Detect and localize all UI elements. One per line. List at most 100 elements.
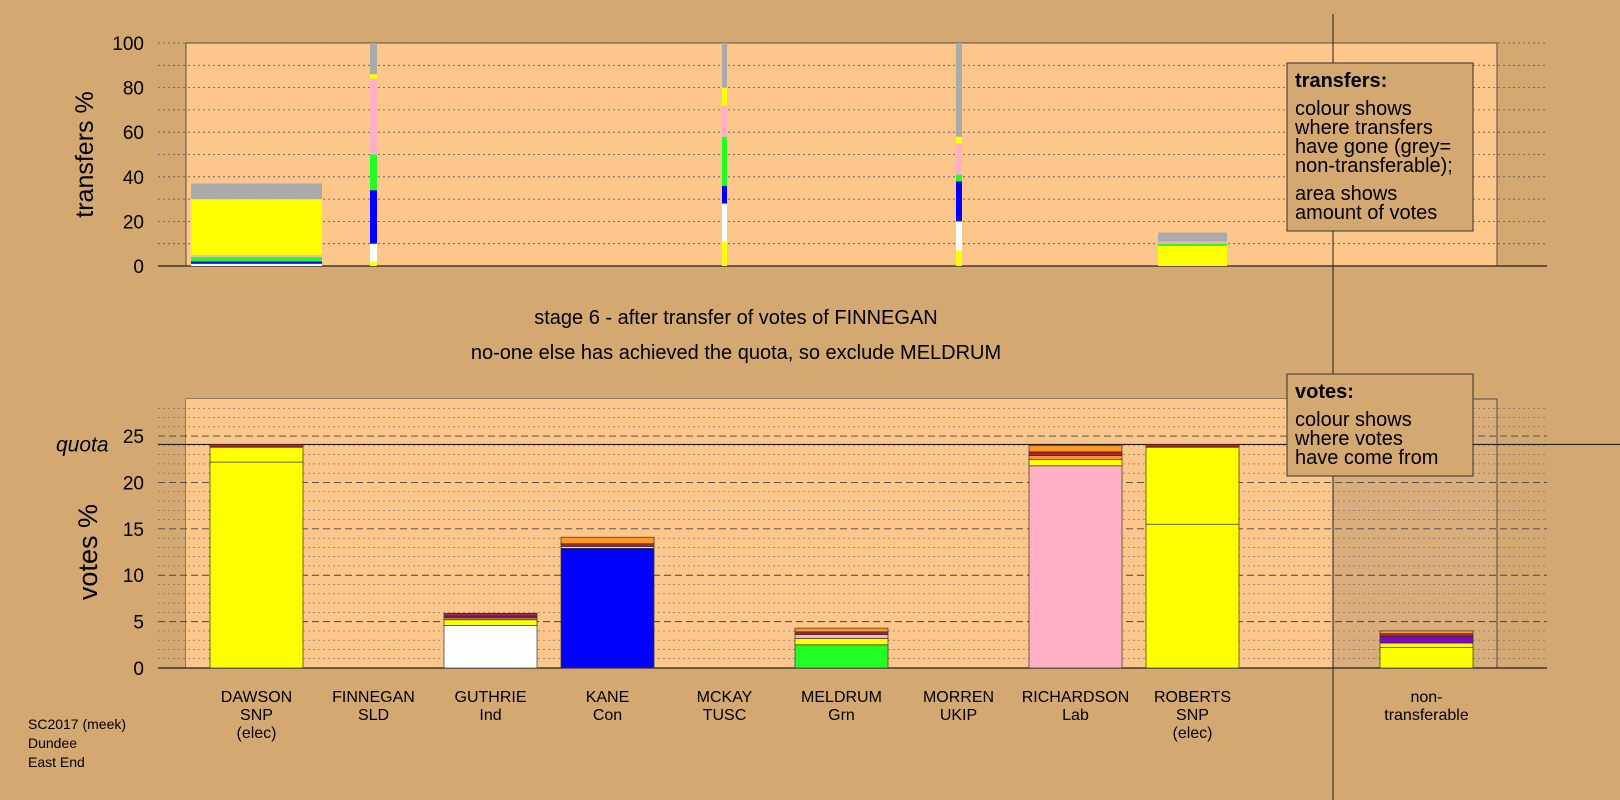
transfers-legend-box-line: area shows xyxy=(1295,183,1397,205)
category-name-label: ROBERTS xyxy=(1154,689,1231,706)
vote-segment-non-transferable xyxy=(1379,633,1474,637)
transfer-segment-morren xyxy=(956,221,962,251)
vote-segment-non-transferable xyxy=(1379,636,1474,644)
category-name-label: FINNEGAN xyxy=(332,689,415,706)
transfers-y-axis-label: transfers % xyxy=(71,91,99,217)
transfer-segment-finnegan xyxy=(370,43,377,75)
transfer-segment-mckay xyxy=(722,87,727,106)
stage-heading: stage 6 - after transfer of votes of FIN… xyxy=(534,307,938,329)
transfer-segment-morren xyxy=(956,250,962,266)
votes-legend-box-line: have come from xyxy=(1295,447,1438,469)
votes-legend-box-title: votes: xyxy=(1295,381,1354,403)
vote-segment-meldrum xyxy=(794,637,889,646)
transfer-segment-finnegan xyxy=(370,261,377,266)
vote-segment-roberts xyxy=(1145,446,1240,525)
transfer-segment-morren xyxy=(956,181,962,222)
vote-segment-kane xyxy=(560,547,655,669)
footer-line-3: East End xyxy=(28,754,85,770)
category-note-label: (elec) xyxy=(236,725,276,742)
category-name-label: DAWSON xyxy=(221,689,292,706)
vote-segment-dawson xyxy=(209,446,304,463)
transfers-y-tick: 0 xyxy=(133,257,144,278)
transfer-segment-morren xyxy=(956,43,962,137)
transfers-y-tick: 100 xyxy=(112,34,144,55)
vote-segment-meldrum xyxy=(794,634,889,639)
votes-y-tick: 15 xyxy=(123,520,144,541)
exclude-heading: no-one else has achieved the quota, so e… xyxy=(471,342,1001,364)
vote-segment-richardson xyxy=(1028,451,1123,456)
transfers-y-tick: 20 xyxy=(123,212,144,233)
transfer-segment-dawson xyxy=(191,183,322,200)
transfer-segment-finnegan xyxy=(370,190,377,244)
transfers-legend-box-line: colour shows xyxy=(1295,98,1412,120)
votes-y-tick: 10 xyxy=(123,566,144,587)
votes-y-tick: 0 xyxy=(133,659,144,680)
transfer-segment-finnegan xyxy=(370,74,377,79)
votes-y-tick: 20 xyxy=(123,473,144,494)
category-party-label: SNP xyxy=(1176,707,1209,724)
vote-segment-meldrum xyxy=(794,644,889,669)
footer-line-2: Dundee xyxy=(28,735,77,751)
transfer-segment-roberts xyxy=(1158,232,1227,242)
category-name-label: MCKAY xyxy=(697,689,753,706)
transfer-segment-roberts xyxy=(1158,241,1227,244)
vote-segment-meldrum xyxy=(794,631,889,635)
votes-legend-box-line: colour shows xyxy=(1295,409,1412,431)
votes-legend-box-line: where votes xyxy=(1294,428,1403,450)
transfer-segment-mckay xyxy=(722,105,727,137)
transfer-segment-roberts xyxy=(1158,245,1227,266)
category-party-label: Grn xyxy=(828,707,855,724)
transfer-segment-mckay xyxy=(722,43,727,88)
votes-legend-box xyxy=(1286,373,1474,477)
vote-segment-dawson xyxy=(209,461,304,669)
transfers-y-tick: 40 xyxy=(123,168,144,189)
transfers-y-tick: 60 xyxy=(123,123,144,144)
transfers-legend-box-line: amount of votes xyxy=(1295,202,1437,224)
vote-segment-kane xyxy=(560,543,655,547)
votes-plot-fill xyxy=(186,399,1333,668)
transfers-legend-box xyxy=(1286,62,1474,232)
vote-segment-dawson xyxy=(209,444,304,448)
vote-segment-non-transferable xyxy=(1379,647,1474,669)
vote-segment-richardson xyxy=(1028,455,1123,460)
transfer-segment-dawson xyxy=(191,254,322,258)
category-note-label: (elec) xyxy=(1172,725,1212,742)
vote-segment-guthrie xyxy=(443,624,538,669)
transfer-segment-finnegan xyxy=(370,243,377,262)
transfers-legend-box-title: transfers: xyxy=(1295,70,1387,92)
transfers-legend-box-line: where transfers xyxy=(1294,117,1433,139)
vote-segment-roberts xyxy=(1145,523,1240,669)
category-name-label: MORREN xyxy=(923,689,994,706)
category-party-label: Lab xyxy=(1062,707,1089,724)
vote-segment-non-transferable xyxy=(1379,630,1474,635)
vote-segment-kane xyxy=(560,536,655,545)
transfer-segment-finnegan xyxy=(370,78,377,155)
vote-segment-non-transferable xyxy=(1379,642,1474,648)
quota-label: quota xyxy=(56,433,109,456)
transfer-segment-morren xyxy=(956,174,962,182)
transfer-segment-mckay xyxy=(722,136,727,186)
category-party-label: transferable xyxy=(1384,707,1469,724)
transfer-segment-mckay xyxy=(722,241,727,266)
transfers-legend-box-line: non-transferable); xyxy=(1295,155,1453,177)
transfers-y-tick: 80 xyxy=(123,79,144,100)
category-name-label: GUTHRIE xyxy=(455,689,527,706)
category-name-label: KANE xyxy=(586,689,630,706)
transfer-segment-morren xyxy=(956,136,962,144)
transfer-segment-finnegan xyxy=(370,154,377,191)
transfer-segment-dawson xyxy=(191,263,322,266)
votes-y-tick: 5 xyxy=(133,613,144,634)
vote-segment-guthrie xyxy=(443,619,538,626)
votes-y-tick: 25 xyxy=(123,427,144,448)
category-party-label: Con xyxy=(593,707,622,724)
vote-segment-richardson xyxy=(1028,465,1123,669)
vote-segment-roberts xyxy=(1145,444,1240,448)
transfer-segment-dawson xyxy=(191,199,322,255)
vote-segment-richardson xyxy=(1028,458,1123,467)
category-party-label: SNP xyxy=(240,707,273,724)
category-name-label: RICHARDSON xyxy=(1022,689,1130,706)
transfer-segment-mckay xyxy=(722,203,727,242)
category-name-label: non- xyxy=(1410,689,1442,706)
transfer-segment-morren xyxy=(956,143,962,175)
